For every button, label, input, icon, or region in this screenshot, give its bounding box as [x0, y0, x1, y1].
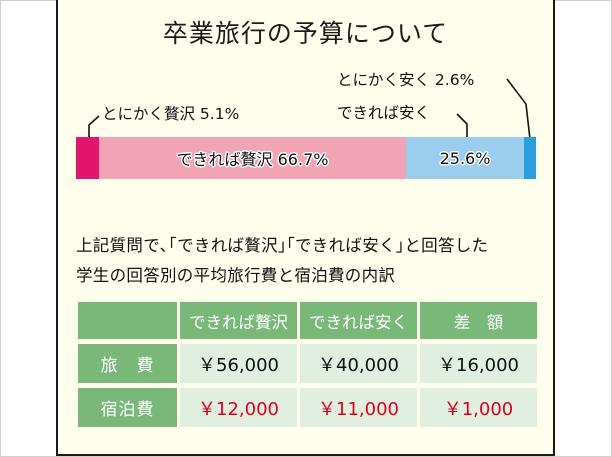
- header-cheap-pref: できれば安く: [300, 302, 417, 339]
- chart-title: 卒業旅行の予算について: [162, 19, 449, 48]
- bar-segment-cheap-top: [524, 137, 536, 179]
- header-corner: [78, 302, 177, 339]
- description-line-2: 学生の回答別の平均旅行費と宿泊費の内訳: [76, 266, 396, 285]
- infographic-panel: 卒業旅行の予算について とにかく贅沢 5.1% とにかく安く 2.6% できれば…: [56, 0, 555, 456]
- cost-breakdown-table: できれば贅沢 できれば安く 差 額 旅 費 ￥56,000 ￥40,000 ￥1…: [75, 302, 540, 427]
- table-row: 宿泊費 ￥12,000 ￥11,000 ￥1,000: [78, 388, 537, 427]
- bar-segment-luxury-top: [76, 137, 99, 179]
- bar-segment-cheap-pref: 25.6%: [406, 137, 524, 179]
- cell-lodging-diff: ￥1,000: [420, 388, 537, 427]
- table-header-row: できれば贅沢 できれば安く 差 額: [78, 302, 537, 339]
- annotation-luxury-top: とにかく贅沢 5.1%: [102, 105, 240, 123]
- bar-segment-luxury-pref: できれば贅沢 66.7%: [99, 137, 406, 179]
- annotation-cheap-pref: できれば安く: [337, 104, 431, 122]
- annotation-cheap-top: とにかく安く 2.6%: [337, 71, 475, 89]
- bar-label-luxury-pref: できれば贅沢 66.7%: [176, 150, 329, 169]
- cell-travel-cheap: ￥40,000: [300, 344, 417, 383]
- row-label-travel-cost: 旅 費: [78, 344, 177, 383]
- cell-lodging-cheap: ￥11,000: [300, 388, 417, 427]
- stacked-bar: できれば贅沢 66.7% 25.6%: [76, 137, 536, 179]
- cell-lodging-luxury: ￥12,000: [180, 388, 297, 427]
- description-line-1: 上記質問で､｢できれば贅沢｣｢できれば安く｣と回答した: [76, 236, 489, 255]
- row-label-lodging-cost: 宿泊費: [78, 388, 177, 427]
- cell-travel-diff: ￥16,000: [420, 344, 537, 383]
- header-luxury-pref: できれば贅沢: [180, 302, 297, 339]
- bar-label-cheap-pref: 25.6%: [439, 148, 491, 168]
- cell-travel-luxury: ￥56,000: [180, 344, 297, 383]
- header-difference: 差 額: [420, 302, 537, 339]
- table-row: 旅 費 ￥56,000 ￥40,000 ￥16,000: [78, 344, 537, 383]
